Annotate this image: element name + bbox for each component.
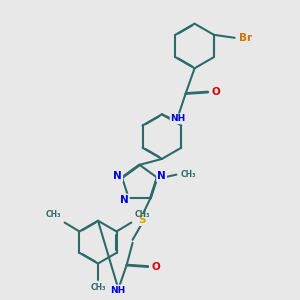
- Text: CH₃: CH₃: [181, 170, 197, 179]
- Text: CH₃: CH₃: [134, 210, 150, 219]
- Text: Br: Br: [238, 33, 252, 43]
- Text: S: S: [138, 215, 145, 225]
- Text: O: O: [212, 87, 221, 97]
- Text: NH: NH: [171, 114, 186, 123]
- Text: CH₃: CH₃: [90, 284, 106, 292]
- Text: CH₃: CH₃: [46, 210, 62, 219]
- Text: O: O: [152, 262, 161, 272]
- Text: N: N: [113, 171, 122, 181]
- Text: N: N: [120, 195, 129, 205]
- Text: N: N: [157, 171, 166, 181]
- Text: NH: NH: [110, 286, 125, 295]
